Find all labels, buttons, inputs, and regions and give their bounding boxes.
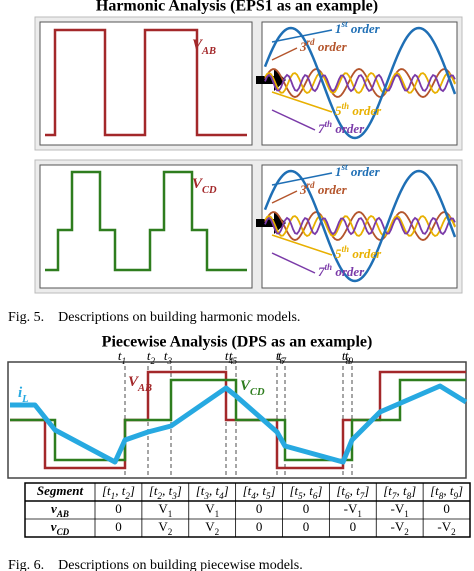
harmonic-wave [264,216,456,236]
order-pointer [271,29,333,43]
order-label: 3rd order [299,37,348,54]
wave-label: VAB [128,374,152,393]
column-header: [t8, t9] [430,483,463,501]
order-label: 5th order [335,101,382,118]
table-cell: 0 [443,501,450,516]
table-cell: V1 [158,501,172,519]
column-header: [t7, t8] [383,483,416,501]
order-pointer [271,190,298,204]
time-label: t5 [229,348,238,366]
column-header: [t4, t5] [243,483,276,501]
column-header: [t1, t2] [102,483,135,501]
harmonic-box [261,164,458,289]
order-pointer [271,109,316,131]
figure5-title: Harmonic Analysis (EPS1 as an example) [96,0,378,15]
table-cell: -V1 [344,501,362,519]
order-label: 5th order [335,244,382,261]
table-cell: -V1 [391,501,409,519]
harmonic-wave [264,73,456,93]
table-cell: 0 [115,519,122,534]
table-cell: -V2 [391,519,410,537]
time-label: t7 [278,348,287,366]
wave-label: VCD [240,378,265,397]
table-cell: V2 [205,519,219,537]
column-header: [t6, t7] [336,483,369,501]
time-label: t2 [147,348,156,366]
figure6-title: Piecewise Analysis (DPS as an example) [102,334,373,351]
table-cell: -V2 [437,519,456,537]
time-label: t1 [118,348,126,366]
order-pointer [271,172,333,186]
arrow [256,212,286,234]
order-pointer [271,91,333,113]
time-label: t4 [225,348,234,366]
il-wave [10,383,468,465]
vcd-wave [10,378,466,462]
wave-label: iL [18,385,29,404]
harmonic-wave [264,68,456,98]
order-label: 3rd order [299,180,348,197]
time-label: t3 [164,348,173,366]
harmonic-wave [264,214,456,238]
square-wave [45,28,247,137]
table-cell: 0 [256,501,263,516]
table-frame [24,482,471,538]
square-wave [45,170,247,272]
time-label: t9 [345,348,354,366]
order-label: 7th order [318,119,365,136]
wave-label: VCD [192,176,217,195]
harmonic-wave [263,26,457,140]
column-header: [t5, t6] [289,483,322,501]
table-cell: V1 [205,501,219,519]
arrow [256,69,286,91]
order-pointer [271,47,298,61]
column-header: [t2, t3] [149,483,182,501]
table-cell: V2 [158,519,172,537]
order-label: 1st order [335,162,381,179]
order-pointer [271,234,333,256]
row-header: vAB [51,501,69,519]
table-cell: 0 [350,519,357,534]
table-cell: 0 [303,519,310,534]
time-label: t6 [276,348,285,366]
time-label: t8 [342,348,351,366]
order-label: 7th order [318,262,365,279]
wave-label: VAB [192,37,216,56]
harmonic-wave [264,71,456,95]
figure5-caption: Fig. 5. Descriptions on building harmoni… [8,310,300,325]
order-label: 1st order [335,19,381,36]
figure6-caption: Fig. 6. Descriptions on building piecewi… [8,558,303,571]
table-cell: 0 [303,501,310,516]
row-header-title: Segment [37,483,84,498]
harmonic-wave [263,169,457,283]
table-cell: 0 [115,501,122,516]
harmonic-box [261,21,458,146]
harmonic-wave [264,211,456,241]
column-header: [t3, t4] [196,483,229,501]
row-header: vCD [51,519,70,537]
table-cell: 0 [256,519,263,534]
waveform-box [39,164,253,289]
order-pointer [271,252,316,274]
